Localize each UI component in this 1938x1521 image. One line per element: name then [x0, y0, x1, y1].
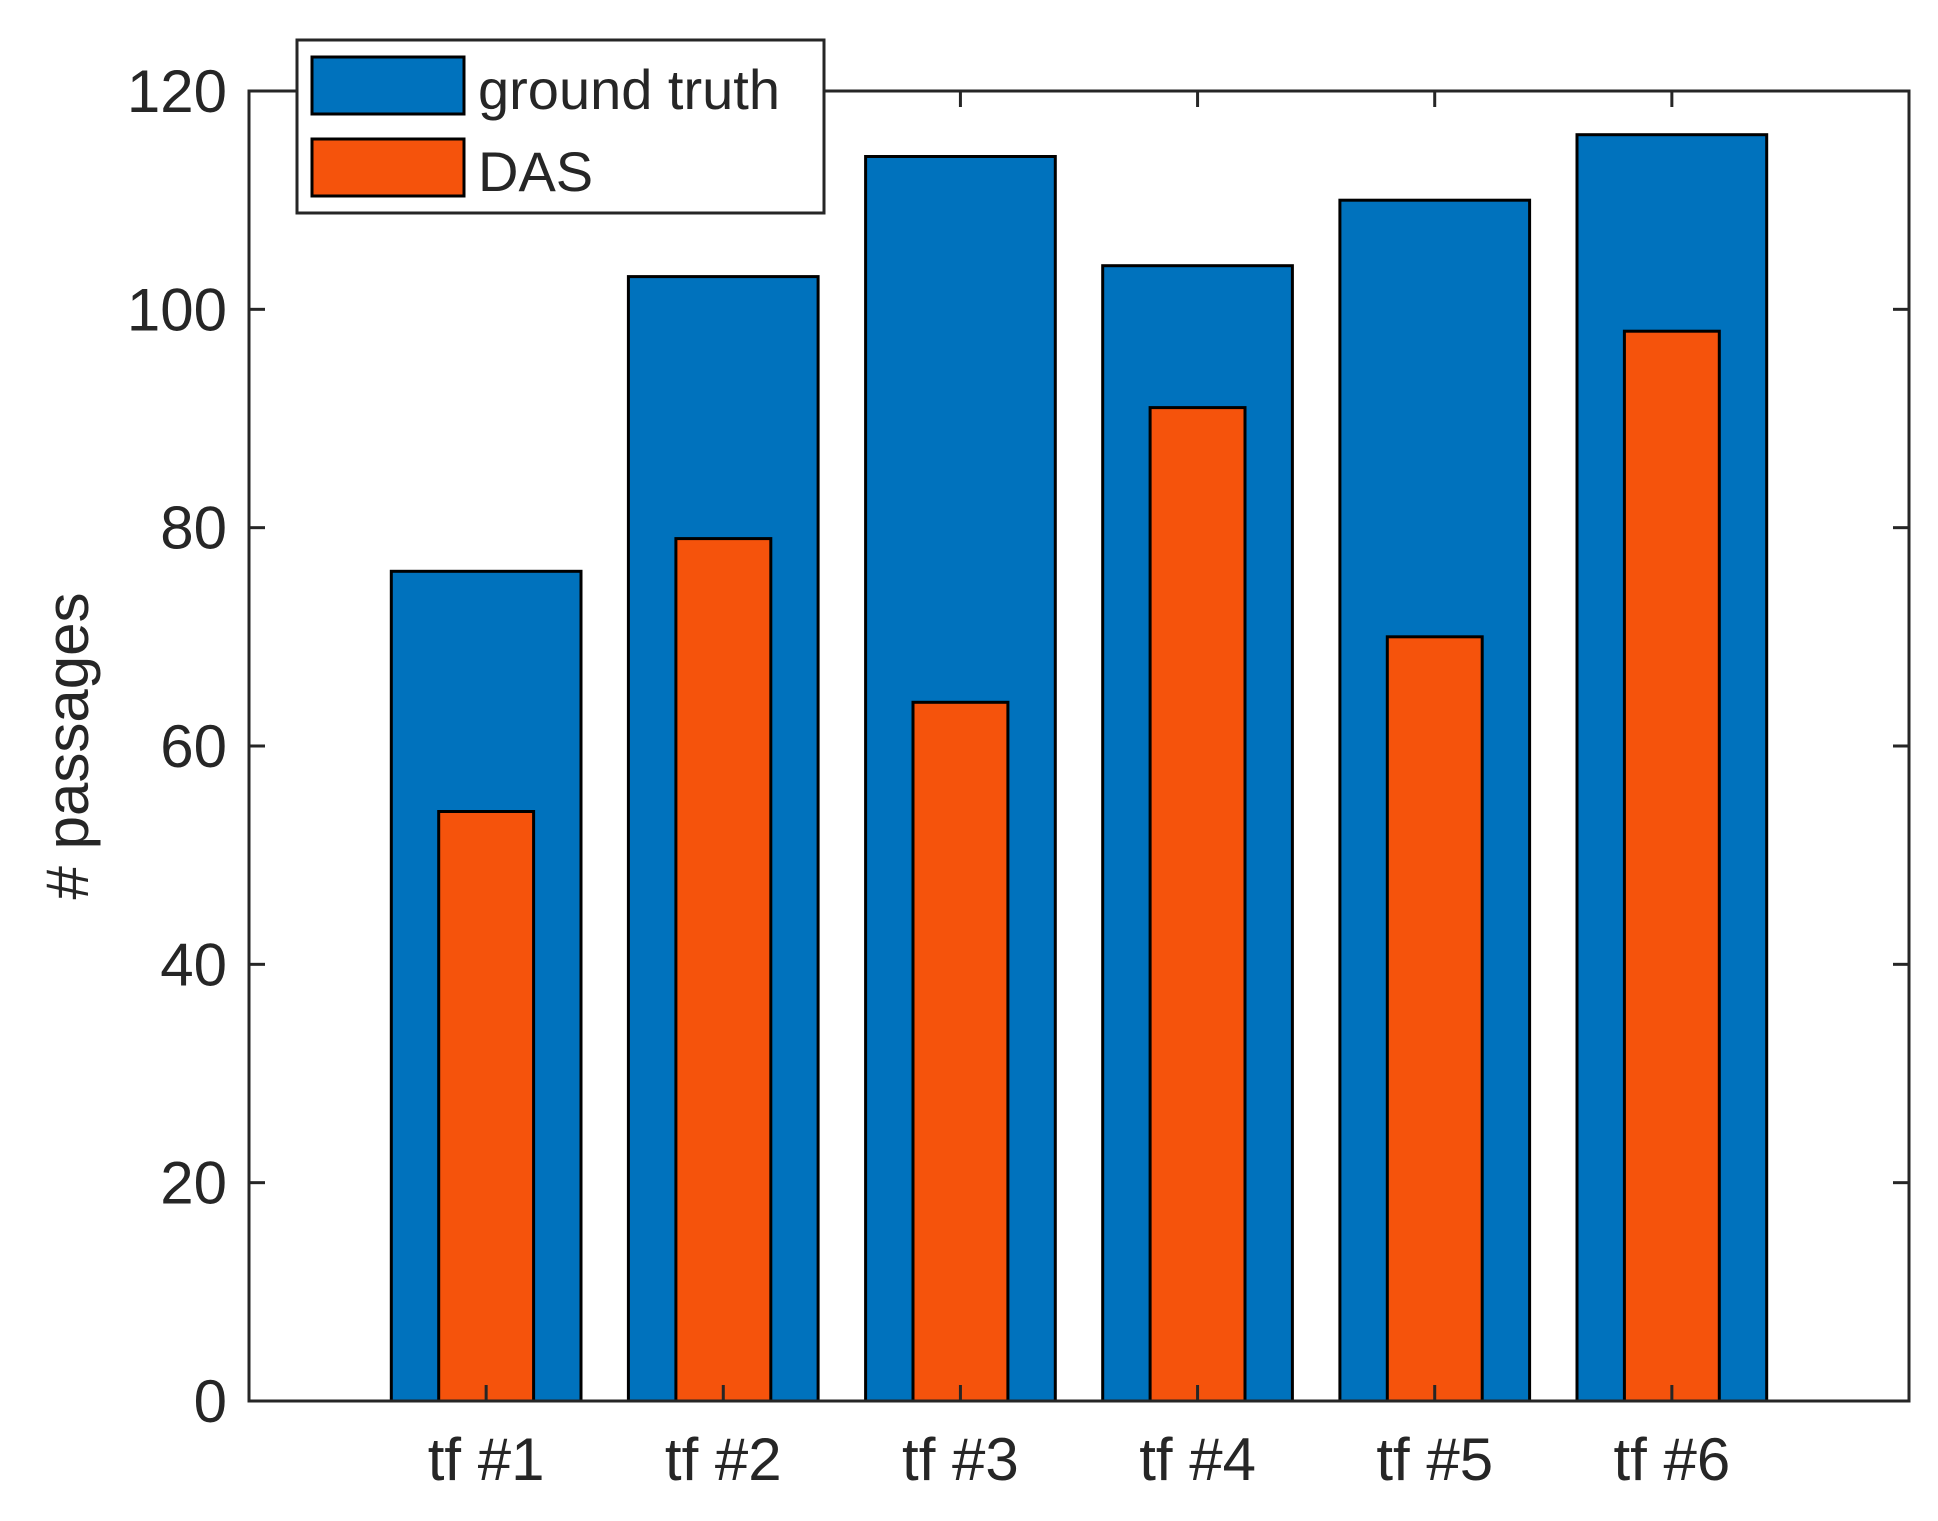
x-tick-label: tf #1 — [428, 1426, 545, 1493]
legend-swatch-ground-truth — [310, 55, 466, 116]
x-tick-label: tf #2 — [665, 1426, 782, 1493]
y-axis-label: # passages — [34, 593, 101, 900]
legend: ground truth DAS — [295, 38, 826, 215]
y-tick-label: 100 — [127, 276, 227, 343]
bar-das-1 — [437, 810, 536, 1403]
y-tick-label: 0 — [194, 1368, 227, 1435]
x-tick-label: tf #5 — [1376, 1426, 1493, 1493]
bar-das-4 — [1148, 406, 1247, 1403]
bar-das-2 — [674, 537, 773, 1403]
legend-label-das: DAS — [478, 140, 593, 203]
y-tick-label: 80 — [160, 495, 227, 562]
x-tick-label: tf #6 — [1613, 1426, 1730, 1493]
legend-label-ground-truth: ground truth — [478, 58, 780, 121]
legend-swatch-das — [310, 137, 466, 198]
bar-das-6 — [1622, 329, 1721, 1403]
bars-layer — [389, 133, 1769, 1403]
x-tick-label: tf #3 — [902, 1426, 1019, 1493]
ticks-layer: 0 20 40 60 80 100 120 tf #1 tf #2 tf #3 tf #4 tf #5… — [127, 58, 1909, 1493]
x-tick-label: tf #4 — [1139, 1426, 1256, 1493]
y-tick-label: 20 — [160, 1150, 227, 1217]
y-tick-label: 60 — [160, 713, 227, 780]
bar-das-3 — [911, 700, 1010, 1403]
bar-das-5 — [1385, 635, 1484, 1403]
y-tick-label: 40 — [160, 931, 227, 998]
y-tick-label: 120 — [127, 58, 227, 125]
